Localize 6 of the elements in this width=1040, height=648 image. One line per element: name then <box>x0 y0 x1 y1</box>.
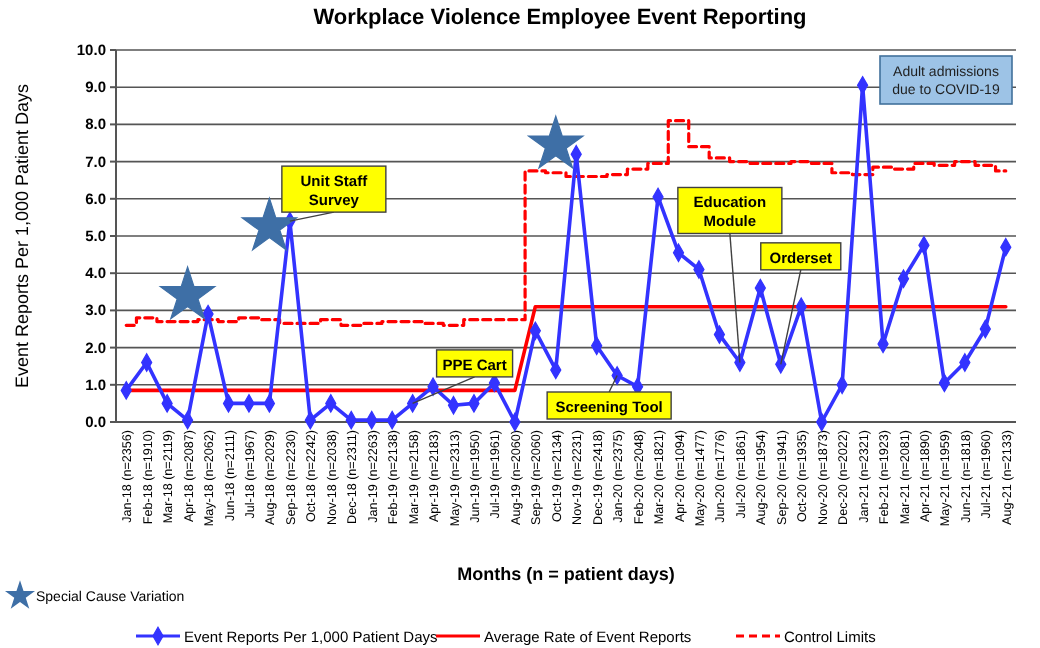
y-axis-title: Event Reports Per 1,000 Patient Days <box>12 82 32 389</box>
x-axis-title: Months (n = patient days) <box>457 564 675 584</box>
point <box>241 197 298 251</box>
chart-title: Workplace Violence Employee Event Reporting <box>313 6 807 30</box>
point <box>159 266 216 320</box>
point <box>527 115 584 169</box>
